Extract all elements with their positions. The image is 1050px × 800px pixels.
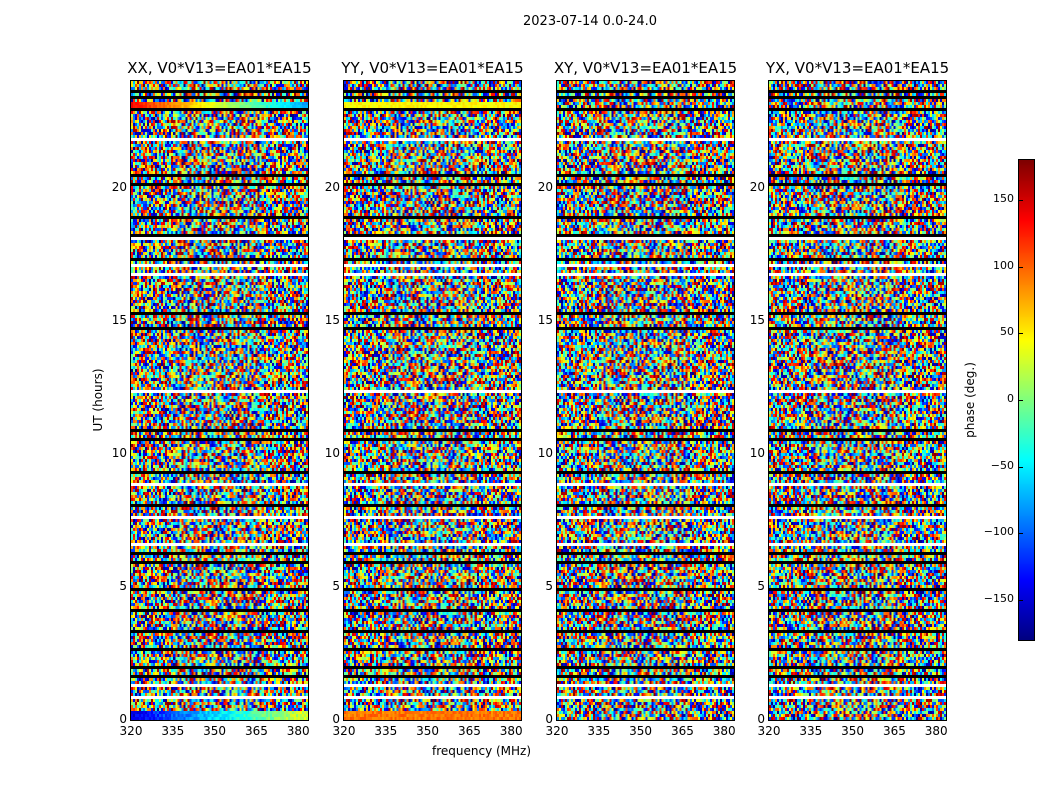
x-tick-label: 380	[924, 724, 948, 738]
y-tick-label: 5	[119, 578, 127, 593]
panel-title: XY, V0*V13=EA01*EA15	[553, 59, 738, 77]
colorbar-tick-label: 0	[1007, 392, 1014, 405]
x-tick-label: 320	[332, 724, 356, 738]
x-tick-label: 350	[203, 724, 227, 738]
colorbar-tick-mark	[1019, 466, 1023, 468]
x-tick-label: 365	[670, 724, 694, 738]
y-tick-label: 15	[111, 312, 127, 327]
heatmap-panel-xx	[130, 80, 309, 721]
y-tick-label: 15	[324, 312, 340, 327]
x-tick-label: 380	[712, 724, 736, 738]
colorbar-label: phase (deg.)	[963, 362, 977, 438]
y-tick-label: 10	[537, 445, 553, 460]
y-axis-label: UT (hours)	[91, 368, 105, 432]
colorbar-tick-mark	[1019, 533, 1023, 535]
y-tick-label: 20	[749, 179, 765, 194]
x-tick-label: 335	[587, 724, 611, 738]
colorbar-tick-mark	[1019, 200, 1023, 201]
y-tick-label: 15	[537, 312, 553, 327]
colorbar-tick-label: −50	[990, 458, 1014, 472]
y-tick-label: 0	[757, 712, 765, 726]
x-tick-label: 350	[841, 724, 865, 738]
y-tick-label: 0	[545, 712, 553, 726]
x-tick-label: 380	[286, 724, 310, 738]
y-tick-label: 0	[119, 712, 127, 726]
x-tick-label: 365	[244, 724, 268, 738]
colorbar-tick-label: 50	[1000, 325, 1014, 339]
panel-title: YX, V0*V13=EA01*EA15	[765, 59, 950, 77]
x-tick-label: 365	[457, 724, 481, 738]
colorbar	[1018, 159, 1035, 641]
colorbar-tick-label: 100	[993, 258, 1014, 272]
y-tick-label: 5	[757, 578, 765, 593]
y-tick-label: 15	[749, 312, 765, 327]
x-tick-label: 335	[799, 724, 823, 738]
x-tick-label: 320	[545, 724, 569, 738]
y-tick-label: 5	[545, 578, 553, 593]
heatmap-panel-yy	[343, 80, 522, 721]
y-tick-label: 5	[332, 578, 340, 593]
x-tick-label: 350	[629, 724, 653, 738]
colorbar-tick-label: −150	[983, 592, 1014, 605]
y-tick-label: 10	[111, 445, 127, 460]
x-tick-label: 320	[119, 724, 143, 738]
colorbar-tick-mark	[1019, 400, 1023, 401]
heatmap-panel-xy	[556, 80, 735, 721]
y-tick-label: 0	[332, 712, 340, 726]
x-tick-label: 335	[161, 724, 185, 738]
x-axis-label: frequency (MHz)	[432, 744, 532, 758]
y-tick-label: 10	[749, 445, 765, 460]
x-tick-label: 335	[374, 724, 398, 738]
colorbar-tick-mark	[1019, 600, 1023, 601]
colorbar-tick-label: −100	[983, 525, 1014, 539]
x-tick-label: 320	[757, 724, 781, 738]
y-tick-label: 20	[324, 179, 340, 194]
figure-title: 2023-07-14 0.0-24.0	[523, 14, 657, 29]
heatmap-panel-yx	[768, 80, 947, 721]
x-tick-label: 350	[416, 724, 440, 738]
y-tick-label: 10	[324, 445, 340, 460]
x-tick-label: 380	[499, 724, 523, 738]
y-tick-label: 20	[111, 179, 127, 194]
x-tick-label: 365	[882, 724, 906, 738]
colorbar-tick-mark	[1019, 266, 1023, 268]
colorbar-tick-mark	[1019, 333, 1023, 335]
y-tick-label: 20	[537, 179, 553, 194]
panel-title: YY, V0*V13=EA01*EA15	[341, 59, 524, 77]
panel-title: XX, V0*V13=EA01*EA15	[127, 59, 312, 77]
colorbar-tick-label: 150	[993, 192, 1014, 205]
